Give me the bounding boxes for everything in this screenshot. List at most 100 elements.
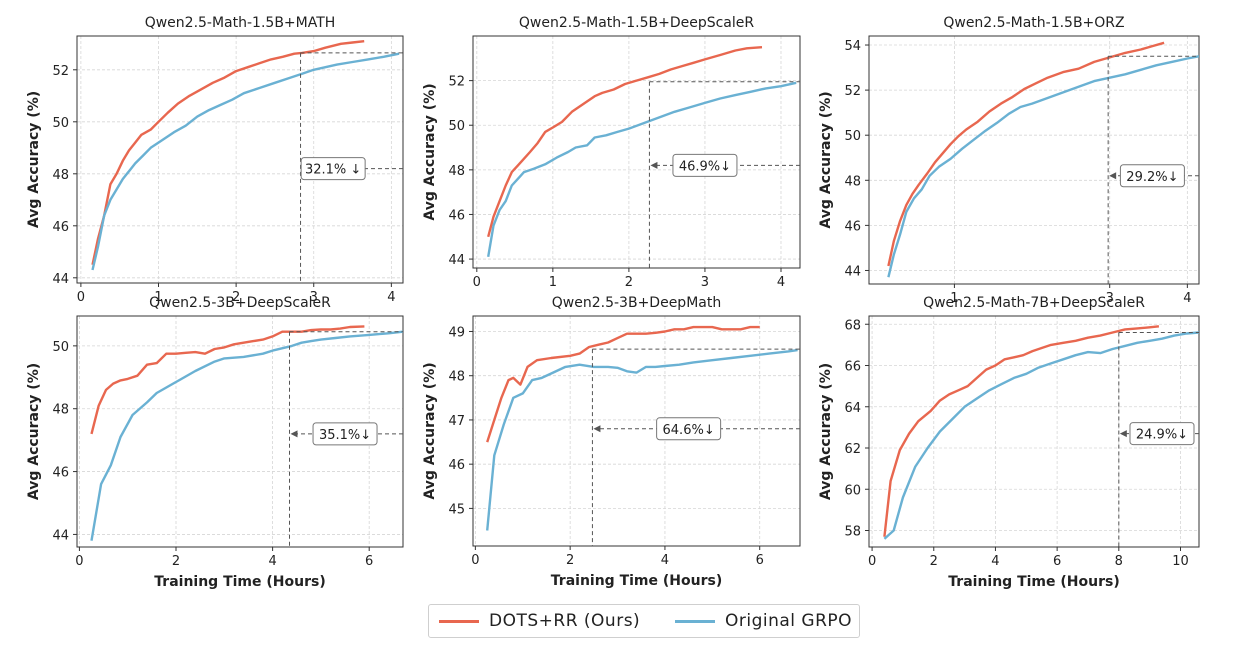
y-tick-label: 44 [52,528,69,543]
series-line-grpo [487,81,797,258]
panel-title: Qwen2.5-3B+DeepScaleR [149,295,331,311]
y-tick-label: 58 [844,525,861,540]
y-tick-label: 52 [448,75,465,90]
legend-label-grpo: Original GRPO [725,611,853,631]
x-tick-label: 3 [310,290,318,305]
series-line-dots [91,40,365,266]
x-tick-label: 0 [473,275,481,290]
x-tick-label: 2 [232,290,240,305]
y-tick-label: 52 [52,64,69,79]
annotation-box [1129,422,1195,446]
panel-title: Qwen2.5-3B+DeepMath [552,295,721,311]
x-tick-label: 4 [661,553,669,568]
annotation-label: 35.1%↓ [319,428,371,443]
x-tick-label: 10 [1172,554,1189,569]
y-tick-label: 50 [52,340,69,355]
series-line-dots [90,325,365,435]
x-tick-label: 2 [566,553,574,568]
y-tick-label: 60 [844,483,861,498]
annotation-arrow-head [290,430,298,438]
y-tick-label: 44 [52,272,69,287]
x-tick-label: 0 [868,554,876,569]
x-tick-label: 4 [1183,291,1191,306]
x-tick-label: 4 [991,554,999,569]
x-tick-label: 4 [777,275,785,290]
y-tick-label: 62 [844,442,861,457]
annotation-label: 24.9%↓ [1136,428,1188,443]
x-tick-label: 0 [75,554,83,569]
y-tick-label: 50 [52,116,69,131]
annotation-arrow-head [1109,172,1117,180]
annotation-label: 32.1% ↓ [305,163,361,178]
panel-title: Qwen2.5-Math-1.5B+MATH [145,15,336,31]
x-axis-label: Training Time (Hours) [154,574,325,590]
series-line-dots [883,325,1160,537]
y-tick-label: 48 [448,370,465,385]
y-tick-label: 47 [448,414,465,429]
legend-item-grpo: Original GRPO [675,605,852,637]
y-axis-label: Avg Accuracy (%) [818,363,834,500]
panel-6: 0 2 4 6 8 10586062646668Qwen2.5-Math-7B+DeepS… [818,295,1200,590]
x-tick-label: 2 [930,554,938,569]
x-tick-label: 6 [365,554,373,569]
x-tick-label: 2 [172,554,180,569]
y-tick-label: 46 [52,466,69,481]
y-tick-label: 52 [844,84,861,99]
annotation-arrow-head [1119,430,1127,438]
plot-frame [76,35,404,284]
y-tick-label: 48 [448,164,465,179]
annotation-box [1119,164,1185,188]
series-line-dots [887,41,1165,267]
x-tick-label: 0 [471,553,479,568]
y-tick-label: 66 [844,360,861,375]
x-tick-label: 8 [1115,554,1123,569]
annotation-label: 64.6%↓ [663,423,715,438]
panel-title: Qwen2.5-Math-7B+DeepScaleR [923,295,1145,311]
y-tick-label: 49 [448,325,465,340]
y-axis-label: Avg Accuracy (%) [26,91,42,228]
panel-2: 0 1 2 3 44446485052Qwen2.5-Math-1.5B+DeepSca… [422,15,801,290]
y-tick-label: 64 [844,401,861,416]
y-tick-label: 46 [844,219,861,234]
series-line-grpo [887,55,1199,278]
x-tick-label: 1 [549,275,557,290]
annotation-arrow-head [650,161,658,169]
plot-frame [472,35,801,269]
plot-frame [472,315,801,547]
y-tick-label: 48 [52,168,69,183]
y-tick-label: 45 [448,502,465,517]
y-tick-label: 46 [448,208,465,223]
series-line-grpo [486,348,798,531]
x-tick-label: 6 [1053,554,1061,569]
series-line-dots [486,325,760,443]
legend-swatch-dots [439,619,479,623]
x-tick-label: 4 [268,554,276,569]
series-line-dots [487,46,763,238]
y-tick-label: 44 [844,264,861,279]
y-tick-label: 48 [844,174,861,189]
annotation-box [656,417,722,441]
panel-title: Qwen2.5-Math-1.5B+ORZ [943,15,1124,31]
x-tick-label: 4 [387,290,395,305]
x-tick-label: 3 [701,275,709,290]
series-line-grpo [91,52,400,271]
x-axis-label: Training Time (Hours) [551,573,722,589]
y-axis-label: Avg Accuracy (%) [26,363,42,500]
annotation-box [300,157,366,181]
y-axis-label: Avg Accuracy (%) [818,91,834,228]
x-tick-label: 1 [154,290,162,305]
legend-label-dots: DOTS+RR (Ours) [489,611,641,631]
x-tick-label: 0 [77,290,85,305]
x-tick-label: 3 [1106,291,1114,306]
y-tick-label: 50 [844,129,861,144]
panel-1: 0 1 2 3 44446485052Qwen2.5-Math-1.5B+MATHAvg… [26,15,404,305]
annotation-arrow-head [593,425,601,433]
plot-frame [76,315,404,548]
legend-item-dots: DOTS+RR (Ours) [439,605,640,637]
annotation-box [672,153,738,177]
panel-title: Qwen2.5-Math-1.5B+DeepScaleR [519,15,755,31]
y-tick-label: 50 [448,119,465,134]
x-tick-label: 1 [950,291,958,306]
panel-3: 1 3 4444648505254Qwen2.5-Math-1.5B+ORZAvg … [818,15,1200,306]
